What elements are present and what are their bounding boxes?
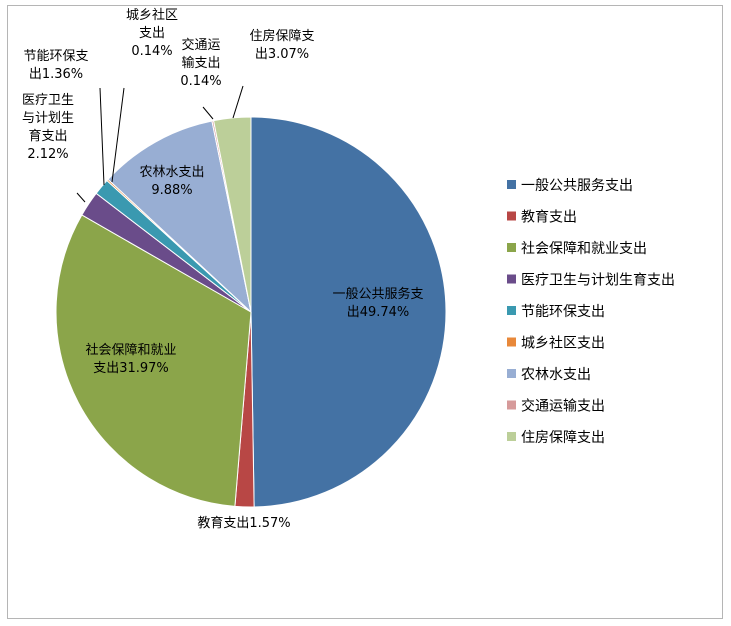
legend-label-5: 节能环保支出 bbox=[521, 304, 605, 320]
legend-label-1: 一般公共服务支出 bbox=[521, 178, 633, 194]
leader-lines bbox=[76, 85, 244, 203]
legend: 一般公共服务支出教育支出社会保障和就业支出医疗卫生与计划生育支出节能环保支出城乡… bbox=[507, 178, 675, 446]
leader-line-8 bbox=[202, 106, 214, 120]
pie-slice-3 bbox=[55, 214, 252, 507]
legend-swatch-3 bbox=[507, 243, 516, 252]
legend-label-2: 教育支出 bbox=[521, 210, 577, 226]
legend-swatch-4 bbox=[507, 274, 516, 284]
pie-slice-7 bbox=[107, 120, 252, 314]
legend-swatch-5 bbox=[507, 306, 516, 315]
data-label-2: 教育支出1.57% bbox=[197, 515, 290, 531]
legend-swatch-9 bbox=[507, 432, 516, 441]
legend-swatch-7 bbox=[507, 369, 516, 378]
data-label-9: 住房保障支出3.07% bbox=[249, 28, 314, 62]
pie-slice-1 bbox=[250, 116, 447, 508]
legend-swatch-6 bbox=[507, 337, 516, 347]
pie-slices bbox=[55, 116, 447, 508]
legend-label-3: 社会保障和就业支出 bbox=[521, 241, 647, 257]
legend-label-9: 住房保障支出 bbox=[521, 430, 605, 446]
data-label-1: 一般公共服务支出49.74% bbox=[332, 286, 423, 320]
leader-line-4 bbox=[76, 192, 86, 203]
data-label-4: 医疗卫生与计划生育支出 2.12% bbox=[22, 93, 74, 162]
leader-line-5 bbox=[99, 87, 105, 186]
legend-label-6: 城乡社区支出 bbox=[521, 336, 605, 352]
pie-slice-9 bbox=[213, 116, 252, 313]
data-label-8: 交通运输支出 0.14% bbox=[180, 37, 221, 89]
legend-label-7: 农林水支出 bbox=[521, 367, 591, 383]
legend-swatch-2 bbox=[507, 211, 516, 221]
data-label-6: 城乡社区支出 0.14% bbox=[126, 7, 178, 59]
leader-line-9 bbox=[232, 85, 244, 119]
data-label-5: 节能环保支出1.36% bbox=[23, 49, 88, 82]
data-label-7: 农林水支出 9.88% bbox=[139, 165, 204, 198]
legend-label-4: 医疗卫生与计划生育支出 bbox=[521, 273, 675, 289]
legend-swatch-8 bbox=[507, 400, 516, 410]
legend-label-8: 交通运输支出 bbox=[521, 398, 605, 415]
data-label-3: 社会保障和就业支出31.97% bbox=[85, 342, 176, 376]
leader-line-6 bbox=[111, 87, 125, 183]
legend-swatch-1 bbox=[507, 180, 516, 189]
data-labels: 一般公共服务支出49.74% 教育支出1.57% 社会保障和就业支出31.97% 医疗… bbox=[22, 7, 424, 531]
